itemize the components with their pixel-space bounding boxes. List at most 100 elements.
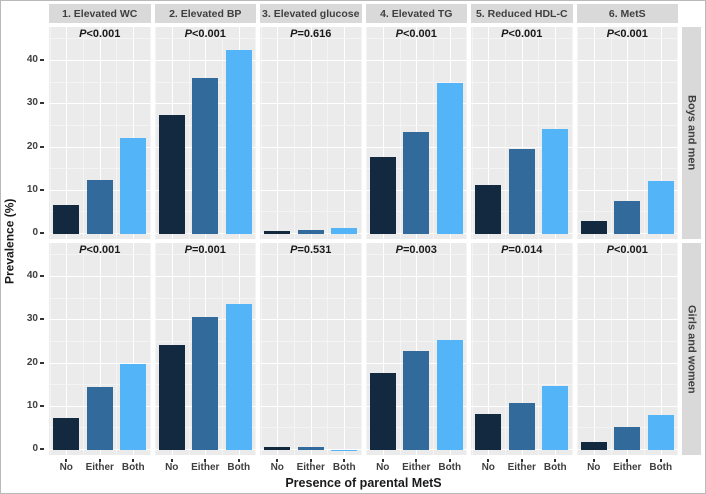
- gridline-horizontal-major: [154, 60, 256, 62]
- gridline-horizontal-minor: [260, 38, 362, 40]
- gridline-horizontal-minor: [49, 168, 151, 170]
- gridline-vertical-minor: [49, 243, 51, 455]
- facet-column-strip: 3. Elevated glucose: [260, 4, 362, 23]
- x-tick-label: Both: [227, 462, 251, 473]
- p-italic: P: [184, 28, 192, 40]
- gridline-vertical-minor: [155, 243, 156, 455]
- x-axis-ticks: No Either Both: [366, 459, 468, 473]
- gridline-horizontal-major: [576, 146, 678, 148]
- panel-2-girls: P=0.001: [154, 243, 256, 455]
- gridline-horizontal-major: [365, 103, 467, 105]
- gridline-horizontal-major: [260, 362, 362, 364]
- gridline-vertical-major: [277, 27, 279, 239]
- gridline-vertical-minor: [432, 243, 434, 455]
- bar-no: [369, 373, 396, 450]
- x-tick-label: No: [270, 462, 284, 473]
- bar-either: [192, 78, 219, 234]
- p-value-label: P<0.001: [49, 28, 151, 40]
- p-value-text: <0.001: [613, 244, 648, 256]
- gridline-vertical-minor: [188, 243, 190, 455]
- gridline-vertical-minor: [610, 243, 612, 455]
- gridline-vertical-minor: [255, 243, 256, 455]
- x-tick-label: No: [59, 462, 73, 473]
- x-axis-title: Presence of parental MetS: [285, 476, 442, 490]
- y-axis-title: Prevalence (%): [2, 198, 17, 284]
- gridline-vertical-minor: [577, 27, 578, 239]
- x-tick-mark: [204, 459, 207, 462]
- gridline-vertical-minor: [49, 27, 51, 239]
- bar-either: [508, 149, 535, 234]
- bar-no: [264, 230, 291, 234]
- x-tick-mark: [170, 459, 173, 462]
- y-axis-ticks: 0 10 20 30 40: [20, 27, 45, 239]
- gridline-horizontal-minor: [471, 340, 573, 342]
- gridline-vertical-minor: [466, 27, 467, 239]
- gridline-vertical-major: [521, 243, 523, 455]
- gridline-horizontal-major: [260, 60, 362, 62]
- bar-both: [436, 82, 463, 234]
- p-value-label: P=0.014: [471, 244, 573, 256]
- gridline-vertical-minor: [83, 27, 84, 239]
- y-tick-mark: [40, 59, 44, 62]
- gridline-vertical-minor: [643, 27, 645, 239]
- y-tick-mark: [40, 188, 44, 191]
- gridline-horizontal-major: [154, 276, 256, 278]
- gridline-horizontal-major: [471, 146, 573, 148]
- panel-5-boys: P<0.001: [471, 27, 573, 239]
- p-value-text: =0.616: [297, 28, 332, 40]
- gridline-horizontal-major: [260, 276, 362, 278]
- gridline-vertical-minor: [610, 27, 612, 239]
- bar-both: [542, 386, 569, 450]
- p-value-label: P<0.001: [155, 28, 257, 40]
- bar-both: [225, 304, 252, 450]
- gridline-vertical-major: [66, 27, 68, 239]
- panel-3-boys: P=0.616: [260, 27, 362, 239]
- x-tick-mark: [592, 459, 595, 462]
- gridline-horizontal-minor: [576, 168, 678, 170]
- gridline-horizontal-major: [365, 319, 467, 321]
- gridline-vertical-minor: [294, 243, 295, 455]
- facet-column-strip: 4. Elevated TG: [365, 4, 467, 23]
- y-tick-mark: [40, 275, 44, 278]
- gridline-vertical-minor: [149, 27, 151, 239]
- y-tick-label: 40: [26, 270, 38, 282]
- facet-row-strip-label: Boys and men: [685, 95, 698, 171]
- x-tick-mark: [415, 459, 418, 462]
- y-tick-label: 10: [26, 399, 38, 411]
- gridline-horizontal-major: [49, 319, 151, 321]
- x-tick-label: Both: [649, 462, 673, 473]
- gridline-horizontal-minor: [154, 297, 256, 299]
- bar-both: [436, 339, 463, 450]
- x-tick-mark: [237, 459, 240, 462]
- gridline-vertical-minor: [327, 27, 329, 239]
- facet-column-strip-label: 5. Reduced HDL-C: [475, 7, 568, 20]
- gridline-horizontal-minor: [154, 38, 256, 40]
- gridline-vertical-minor: [643, 243, 645, 455]
- p-italic: P: [395, 28, 403, 40]
- gridline-horizontal-minor: [260, 254, 362, 256]
- gridline-horizontal-minor: [576, 254, 678, 256]
- bar-both: [120, 364, 147, 450]
- gridline-vertical-minor: [327, 243, 329, 455]
- gridline-vertical-major: [310, 27, 312, 239]
- p-italic: P: [79, 28, 87, 40]
- facet-column-strip-label: 2. Elevated BP: [169, 7, 242, 20]
- gridline-vertical-major: [593, 243, 595, 455]
- x-tick-label: Either: [296, 462, 325, 473]
- y-tick-label: 40: [26, 54, 38, 66]
- y-tick-label: 10: [26, 183, 38, 195]
- gridline-vertical-major: [416, 243, 418, 455]
- gridline-horizontal-major: [49, 276, 151, 278]
- x-tick-mark: [381, 459, 384, 462]
- gridline-horizontal-minor: [471, 297, 573, 299]
- x-tick-mark: [276, 459, 279, 462]
- p-value-label: P<0.001: [577, 244, 679, 256]
- gridline-horizontal-minor: [365, 38, 467, 40]
- gridline-horizontal-major: [576, 60, 678, 62]
- gridline-vertical-minor: [221, 27, 223, 239]
- gridline-horizontal-minor: [260, 168, 362, 170]
- x-tick-mark: [626, 459, 629, 462]
- x-axis-ticks: No Either Both: [155, 459, 257, 473]
- x-tick-label: Either: [191, 462, 220, 473]
- y-tick-mark: [40, 361, 44, 364]
